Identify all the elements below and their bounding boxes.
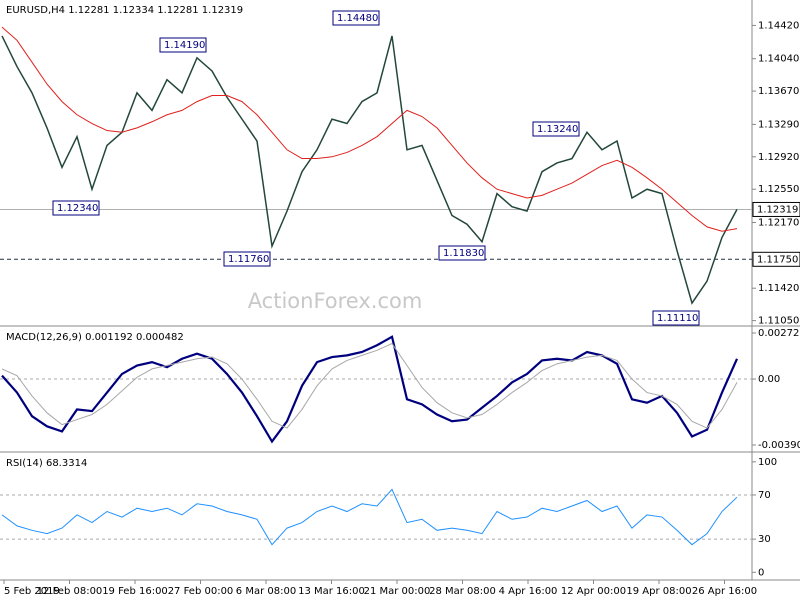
annotation-box <box>438 245 486 261</box>
x-tick-label: 26 Apr 16:00 <box>692 586 757 597</box>
y-tick-label: 30 <box>758 534 771 545</box>
annotation-box <box>52 200 100 216</box>
y-tick-label: 1.14040 <box>758 54 799 65</box>
annotation: 1.14480 <box>337 13 378 24</box>
y-tick-label: 100 <box>758 457 777 468</box>
x-tick-label: 19 Apr 08:00 <box>626 586 691 597</box>
y-tick-label: 0 <box>758 567 764 578</box>
x-tick-label: 28 Mar 08:00 <box>429 586 496 597</box>
y-tick-label: 70 <box>758 490 771 501</box>
x-tick-label: 6 Mar 08:00 <box>236 586 296 597</box>
annotation: 1.14190 <box>164 40 205 51</box>
x-tick-label: 5 Feb 2019 <box>4 586 60 597</box>
support-label: 1.11750 <box>757 254 798 265</box>
y-tick-label: 1.12170 <box>758 218 799 229</box>
y-tick-label: 0.002723 <box>758 328 800 339</box>
price-label: 1.12319 <box>757 204 798 215</box>
series-line <box>1 35 738 305</box>
annotation-box <box>532 121 580 137</box>
annotation-box <box>652 310 700 326</box>
annotation: 1.11110 <box>657 313 698 324</box>
series-line <box>1 335 739 444</box>
y-tick-label: 1.12920 <box>758 152 799 163</box>
y-tick-label: 1.11050 <box>758 316 799 327</box>
x-tick-label: 4 Apr 16:00 <box>499 586 558 597</box>
annotation: 1.13240 <box>537 124 578 135</box>
y-tick-label: 1.11420 <box>758 283 799 294</box>
y-tick-label: 1.12550 <box>758 184 799 195</box>
y-tick-label: 1.13670 <box>758 86 799 97</box>
panel-title: RSI(14) 68.3314 <box>6 458 87 469</box>
y-tick-label: 1.13290 <box>758 119 799 130</box>
y-tick-label: 1.14420 <box>758 20 799 31</box>
price-label-box <box>752 201 800 217</box>
series-line <box>1 342 738 429</box>
support-label-box <box>752 251 800 267</box>
y-tick-label: 0.00 <box>758 374 780 385</box>
y-tick-label: -0.003905 <box>758 440 800 451</box>
annotation-box <box>223 251 271 267</box>
x-tick-label: 19 Feb 16:00 <box>102 586 168 597</box>
annotation: 1.11760 <box>228 254 269 265</box>
panel-title: MACD(12,26,9) 0.001192 0.000482 <box>6 332 184 343</box>
series-line <box>1 26 738 232</box>
annotation-box <box>159 37 207 53</box>
watermark: ActionForex.com <box>248 289 423 313</box>
annotation: 1.12340 <box>57 203 98 214</box>
x-tick-label: 13 Mar 16:00 <box>298 586 365 597</box>
x-tick-label: 12 Apr 00:00 <box>561 586 626 597</box>
annotation: 1.11830 <box>443 248 484 259</box>
series-line <box>1 488 738 546</box>
x-tick-label: 21 Mar 00:00 <box>364 586 431 597</box>
x-tick-label: 12 Feb 08:00 <box>37 586 103 597</box>
annotation-box <box>332 10 380 26</box>
x-tick-label: 27 Feb 00:00 <box>168 586 234 597</box>
panel-title: EURUSD,H4 1.12281 1.12334 1.12281 1.1231… <box>6 5 243 16</box>
